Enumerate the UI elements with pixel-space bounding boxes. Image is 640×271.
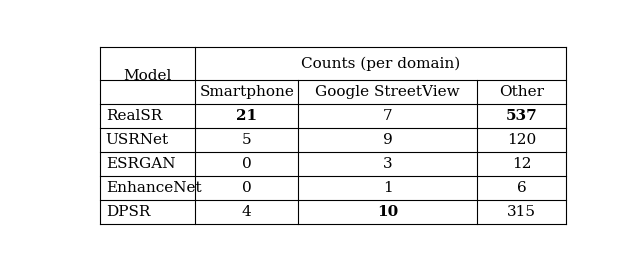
Text: 12: 12 xyxy=(512,157,532,171)
Text: 4: 4 xyxy=(242,205,252,220)
Text: 9: 9 xyxy=(383,133,392,147)
Text: Smartphone: Smartphone xyxy=(199,85,294,99)
Text: 120: 120 xyxy=(507,133,536,147)
Text: 315: 315 xyxy=(508,205,536,220)
Text: 0: 0 xyxy=(242,181,252,195)
Text: 21: 21 xyxy=(236,109,257,123)
Text: Google StreetView: Google StreetView xyxy=(316,85,460,99)
Text: USRNet: USRNet xyxy=(106,133,169,147)
Text: 3: 3 xyxy=(383,157,392,171)
Text: 10: 10 xyxy=(377,205,398,220)
Text: RealSR: RealSR xyxy=(106,109,162,123)
Text: Other: Other xyxy=(499,85,544,99)
Text: ESRGAN: ESRGAN xyxy=(106,157,175,171)
Text: 6: 6 xyxy=(517,181,527,195)
Text: Counts (per domain): Counts (per domain) xyxy=(301,56,460,71)
Text: DPSR: DPSR xyxy=(106,205,150,220)
Text: Model: Model xyxy=(124,69,172,82)
Text: 5: 5 xyxy=(242,133,252,147)
Text: 1: 1 xyxy=(383,181,392,195)
Text: 7: 7 xyxy=(383,109,392,123)
Text: 0: 0 xyxy=(242,157,252,171)
Text: 537: 537 xyxy=(506,109,538,123)
Text: EnhanceNet: EnhanceNet xyxy=(106,181,202,195)
